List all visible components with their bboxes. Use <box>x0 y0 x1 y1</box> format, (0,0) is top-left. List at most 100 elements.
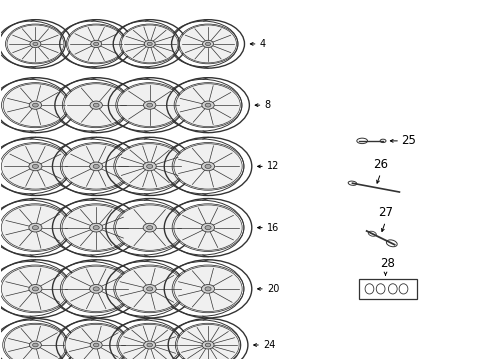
Text: 14: 14 <box>155 222 167 233</box>
Ellipse shape <box>33 42 38 46</box>
Ellipse shape <box>143 341 155 349</box>
Ellipse shape <box>3 84 67 127</box>
Ellipse shape <box>201 162 214 171</box>
Ellipse shape <box>144 40 155 48</box>
Ellipse shape <box>32 226 39 230</box>
Ellipse shape <box>65 324 127 360</box>
Ellipse shape <box>29 162 42 171</box>
Text: 11: 11 <box>208 161 220 171</box>
Ellipse shape <box>115 266 183 311</box>
Ellipse shape <box>146 103 152 107</box>
Text: 5: 5 <box>92 100 98 110</box>
Ellipse shape <box>115 205 183 250</box>
Ellipse shape <box>177 324 239 360</box>
Text: 26: 26 <box>372 158 387 171</box>
Ellipse shape <box>89 162 102 171</box>
Ellipse shape <box>146 343 152 347</box>
Ellipse shape <box>33 103 38 107</box>
Text: 17: 17 <box>94 284 106 294</box>
Ellipse shape <box>29 284 42 293</box>
Ellipse shape <box>179 25 236 63</box>
Ellipse shape <box>146 165 152 168</box>
Text: 16: 16 <box>266 222 279 233</box>
Text: 13: 13 <box>94 222 106 233</box>
Text: 27: 27 <box>377 206 392 219</box>
Ellipse shape <box>205 42 210 46</box>
Text: 22: 22 <box>151 340 163 350</box>
Text: 12: 12 <box>266 161 279 171</box>
Ellipse shape <box>1 266 69 311</box>
Text: 10: 10 <box>155 161 167 171</box>
Ellipse shape <box>93 226 99 230</box>
Ellipse shape <box>1 205 69 250</box>
Ellipse shape <box>146 287 152 291</box>
Text: 20: 20 <box>266 284 279 294</box>
Text: 19: 19 <box>208 284 220 294</box>
Text: 9: 9 <box>94 161 100 171</box>
Ellipse shape <box>117 84 182 127</box>
Ellipse shape <box>176 84 240 127</box>
Ellipse shape <box>202 341 214 349</box>
Text: 2: 2 <box>147 39 154 49</box>
Ellipse shape <box>90 341 102 349</box>
Ellipse shape <box>29 341 41 349</box>
Ellipse shape <box>33 343 38 347</box>
Text: 7: 7 <box>205 100 212 110</box>
Ellipse shape <box>89 284 102 293</box>
Ellipse shape <box>62 266 130 311</box>
Text: 23: 23 <box>204 340 217 350</box>
Text: 25: 25 <box>401 134 416 147</box>
Ellipse shape <box>115 144 183 189</box>
Ellipse shape <box>7 25 64 63</box>
Text: 1: 1 <box>87 39 93 49</box>
Text: 18: 18 <box>155 284 167 294</box>
Ellipse shape <box>1 144 69 189</box>
Ellipse shape <box>204 287 211 291</box>
Bar <box>358 279 416 299</box>
Text: 28: 28 <box>380 257 395 270</box>
Ellipse shape <box>91 40 102 48</box>
Ellipse shape <box>143 162 156 171</box>
Ellipse shape <box>29 223 42 232</box>
Ellipse shape <box>174 266 242 311</box>
Ellipse shape <box>174 144 242 189</box>
Ellipse shape <box>202 40 213 48</box>
Ellipse shape <box>143 223 156 232</box>
Text: 21: 21 <box>90 340 102 350</box>
Ellipse shape <box>62 144 130 189</box>
Ellipse shape <box>204 226 211 230</box>
Ellipse shape <box>146 226 152 230</box>
Ellipse shape <box>93 287 99 291</box>
Ellipse shape <box>68 25 124 63</box>
Ellipse shape <box>119 324 181 360</box>
Ellipse shape <box>94 42 99 46</box>
Ellipse shape <box>93 165 99 168</box>
Ellipse shape <box>29 101 41 109</box>
Ellipse shape <box>201 284 214 293</box>
Ellipse shape <box>30 40 41 48</box>
Ellipse shape <box>174 205 242 250</box>
Ellipse shape <box>62 205 130 250</box>
Ellipse shape <box>201 223 214 232</box>
Ellipse shape <box>32 287 39 291</box>
Text: 3: 3 <box>201 39 207 49</box>
Ellipse shape <box>204 165 211 168</box>
Ellipse shape <box>205 103 210 107</box>
Text: 15: 15 <box>208 222 221 233</box>
Ellipse shape <box>147 42 152 46</box>
Text: 8: 8 <box>264 100 270 110</box>
Text: 4: 4 <box>259 39 265 49</box>
Ellipse shape <box>143 101 156 109</box>
Text: 24: 24 <box>263 340 275 350</box>
Ellipse shape <box>93 343 99 347</box>
Ellipse shape <box>202 101 214 109</box>
Ellipse shape <box>4 324 66 360</box>
Ellipse shape <box>89 223 102 232</box>
Ellipse shape <box>90 101 102 109</box>
Ellipse shape <box>32 165 39 168</box>
Text: 6: 6 <box>152 100 159 110</box>
Ellipse shape <box>121 25 178 63</box>
Ellipse shape <box>205 343 210 347</box>
Ellipse shape <box>64 84 128 127</box>
Ellipse shape <box>143 284 156 293</box>
